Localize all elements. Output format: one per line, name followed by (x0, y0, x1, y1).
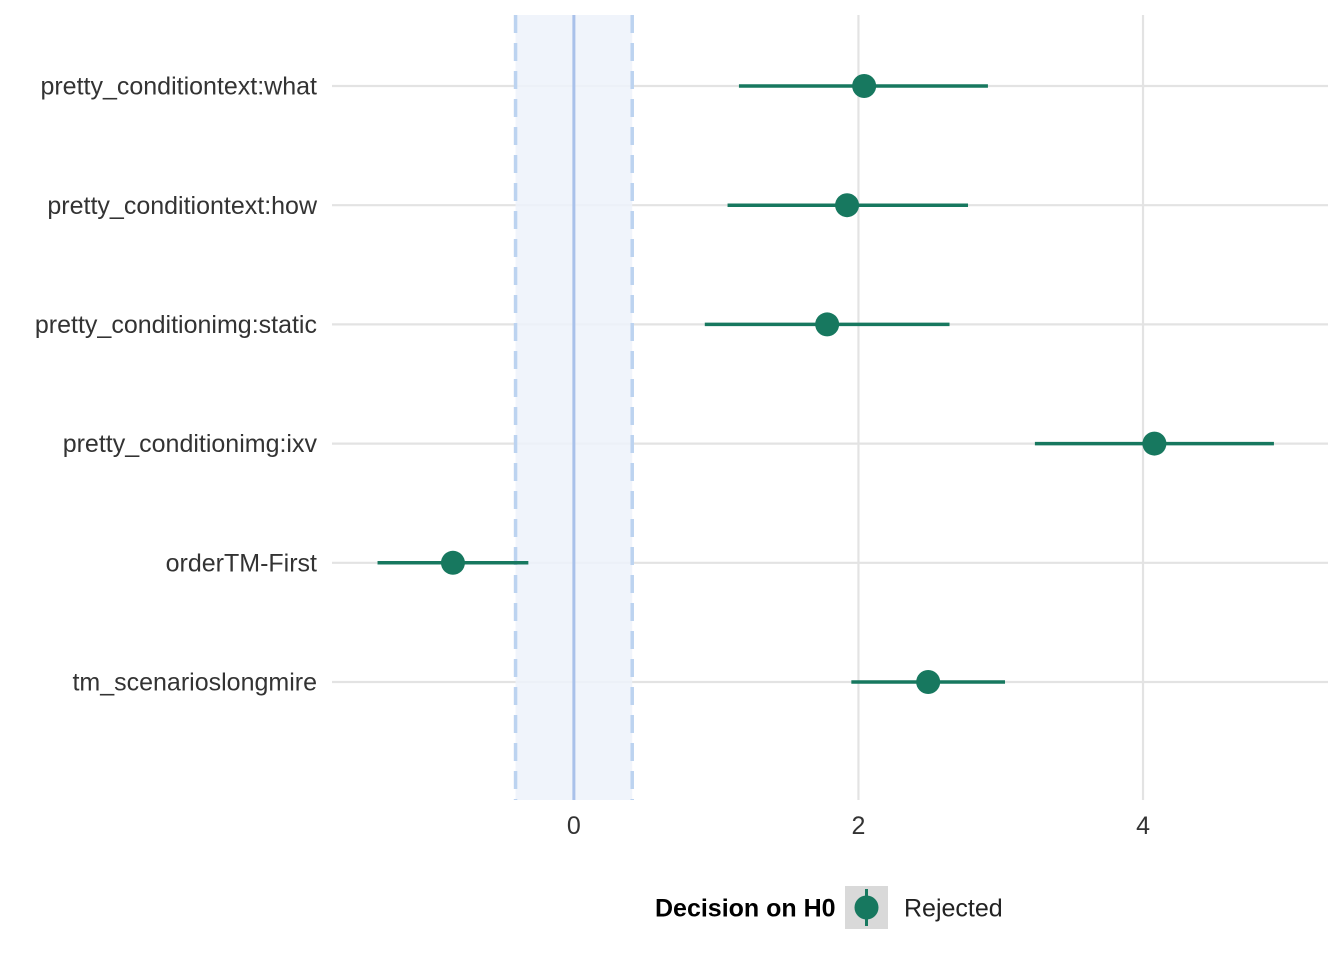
grid-lines (332, 15, 1328, 800)
category-label-5: tm_scenarioslongmire (72, 669, 317, 697)
legend-entry-rejected: Rejected (904, 895, 1003, 923)
x-tick-label-1: 2 (852, 812, 866, 840)
x-axis-tick-labels: 0 2 4 (567, 812, 1150, 840)
estimate-point-4 (440, 550, 465, 575)
legend-key-point (854, 895, 879, 920)
estimate-point-5 (916, 670, 941, 694)
x-tick-label-0: 0 (567, 812, 581, 840)
y-axis-labels: pretty_conditiontext:what pretty_conditio… (35, 73, 318, 697)
estimate-marks (377, 74, 1274, 694)
category-label-1: pretty_conditiontext:how (47, 192, 318, 220)
category-label-0: pretty_conditiontext:what (40, 73, 317, 101)
estimate-point-1 (835, 193, 860, 218)
legend-title: Decision on H0 (655, 895, 836, 923)
estimate-point-3 (1142, 431, 1167, 456)
legend: Decision on H0 Rejected (655, 886, 1003, 929)
category-label-3: pretty_conditionimg:ixv (63, 430, 318, 458)
category-label-2: pretty_conditionimg:static (35, 311, 317, 339)
rope-region (513, 15, 634, 800)
estimate-point-0 (852, 74, 877, 98)
category-label-4: orderTM-First (166, 549, 317, 577)
x-tick-label-2: 4 (1136, 812, 1150, 840)
estimate-point-2 (815, 312, 840, 337)
